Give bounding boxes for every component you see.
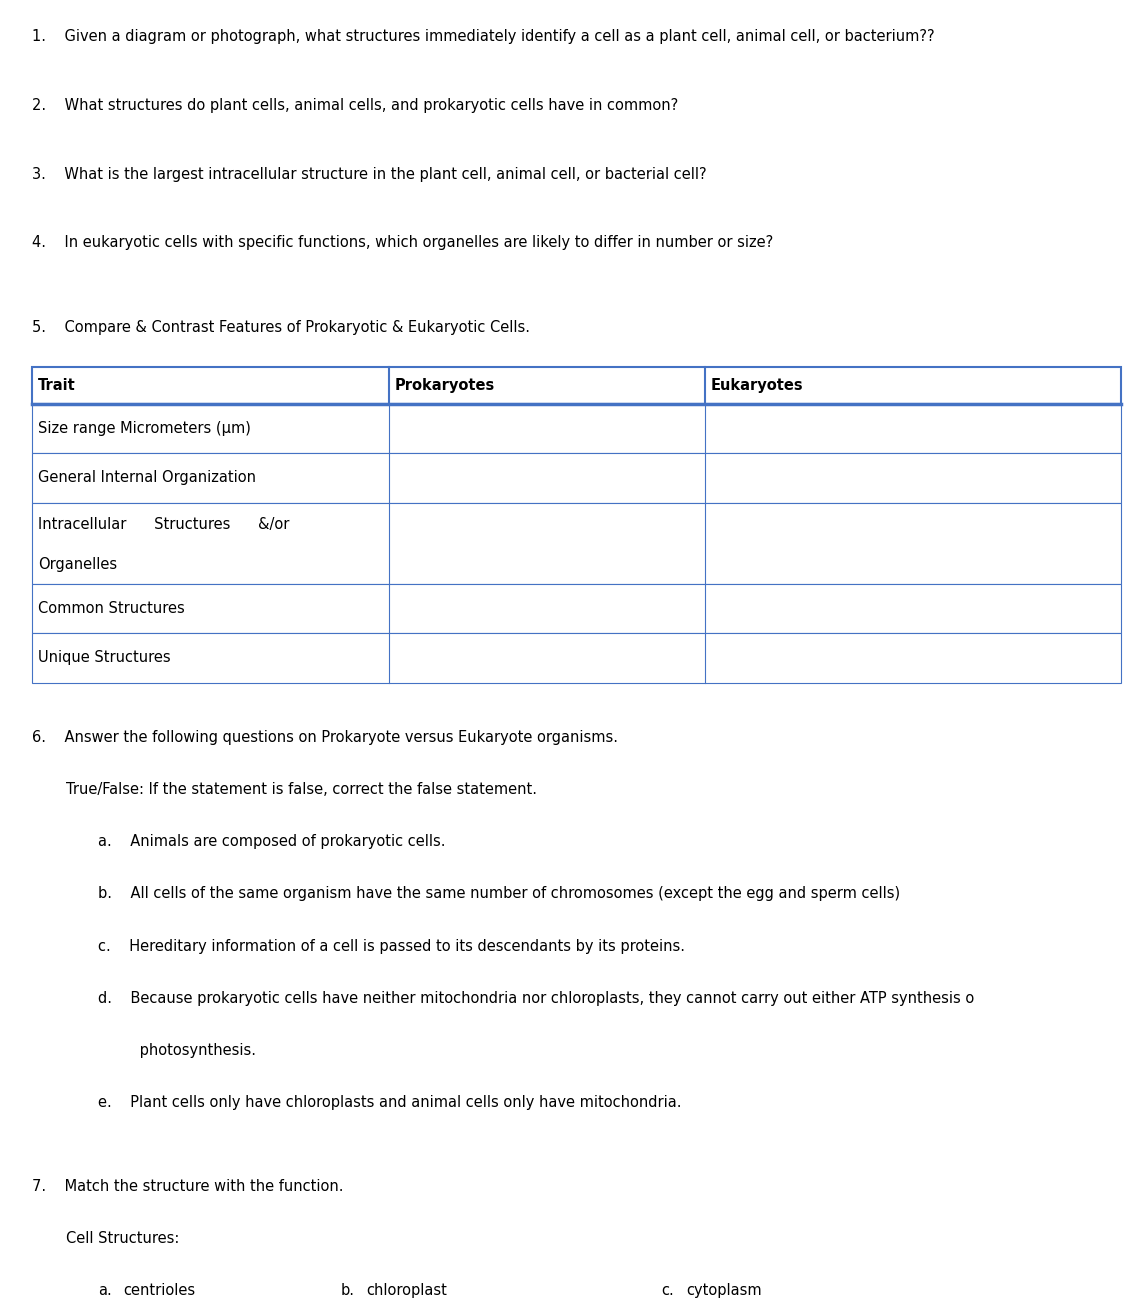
Text: d.    Because prokaryotic cells have neither mitochondria nor chloroplasts, they: d. Because prokaryotic cells have neithe… xyxy=(98,990,975,1006)
Bar xyxy=(32,583,1121,633)
Text: cytoplasm: cytoplasm xyxy=(686,1283,762,1298)
Text: Organelles: Organelles xyxy=(38,557,117,573)
Text: Trait: Trait xyxy=(38,377,76,393)
Text: 5.    Compare & Contrast Features of Prokaryotic & Eukaryotic Cells.: 5. Compare & Contrast Features of Prokar… xyxy=(32,320,530,335)
Text: Prokaryotes: Prokaryotes xyxy=(395,377,495,393)
Text: True/False: If the statement is false, correct the false statement.: True/False: If the statement is false, c… xyxy=(66,782,538,797)
Text: Intracellular      Structures      &/or: Intracellular Structures &/or xyxy=(38,517,289,532)
Text: a.: a. xyxy=(98,1283,112,1298)
Text: 2.    What structures do plant cells, animal cells, and prokaryotic cells have i: 2. What structures do plant cells, anima… xyxy=(32,98,678,112)
Bar xyxy=(32,403,1121,453)
Bar xyxy=(32,367,1121,403)
Text: Size range Micrometers (μm): Size range Micrometers (μm) xyxy=(38,420,251,436)
Text: 4.    In eukaryotic cells with specific functions, which organelles are likely t: 4. In eukaryotic cells with specific fun… xyxy=(32,235,773,251)
Text: Unique Structures: Unique Structures xyxy=(38,650,170,666)
Text: Common Structures: Common Structures xyxy=(38,600,184,616)
Text: General Internal Organization: General Internal Organization xyxy=(38,470,256,485)
Text: chloroplast: chloroplast xyxy=(366,1283,447,1298)
Text: 3.    What is the largest intracellular structure in the plant cell, animal cell: 3. What is the largest intracellular str… xyxy=(32,167,707,181)
Text: b.: b. xyxy=(341,1283,355,1298)
Text: 6.    Answer the following questions on Prokaryote versus Eukaryote organisms.: 6. Answer the following questions on Pro… xyxy=(32,729,618,745)
Bar xyxy=(32,502,1121,583)
Text: 1.    Given a diagram or photograph, what structures immediately identify a cell: 1. Given a diagram or photograph, what s… xyxy=(32,29,935,43)
Text: photosynthesis.: photosynthesis. xyxy=(98,1043,256,1058)
Text: a.    Animals are composed of prokaryotic cells.: a. Animals are composed of prokaryotic c… xyxy=(98,834,446,850)
Text: b.    All cells of the same organism have the same number of chromosomes (except: b. All cells of the same organism have t… xyxy=(98,886,900,902)
Text: c.: c. xyxy=(661,1283,674,1298)
Text: centrioles: centrioles xyxy=(124,1283,196,1298)
Text: 7.    Match the structure with the function.: 7. Match the structure with the function… xyxy=(32,1178,343,1194)
Text: Cell Structures:: Cell Structures: xyxy=(66,1231,180,1246)
Text: e.    Plant cells only have chloroplasts and animal cells only have mitochondria: e. Plant cells only have chloroplasts an… xyxy=(98,1095,682,1111)
Bar xyxy=(32,633,1121,683)
Text: Eukaryotes: Eukaryotes xyxy=(710,377,803,393)
Bar xyxy=(32,453,1121,502)
Text: c.    Hereditary information of a cell is passed to its descendants by its prote: c. Hereditary information of a cell is p… xyxy=(98,938,685,954)
